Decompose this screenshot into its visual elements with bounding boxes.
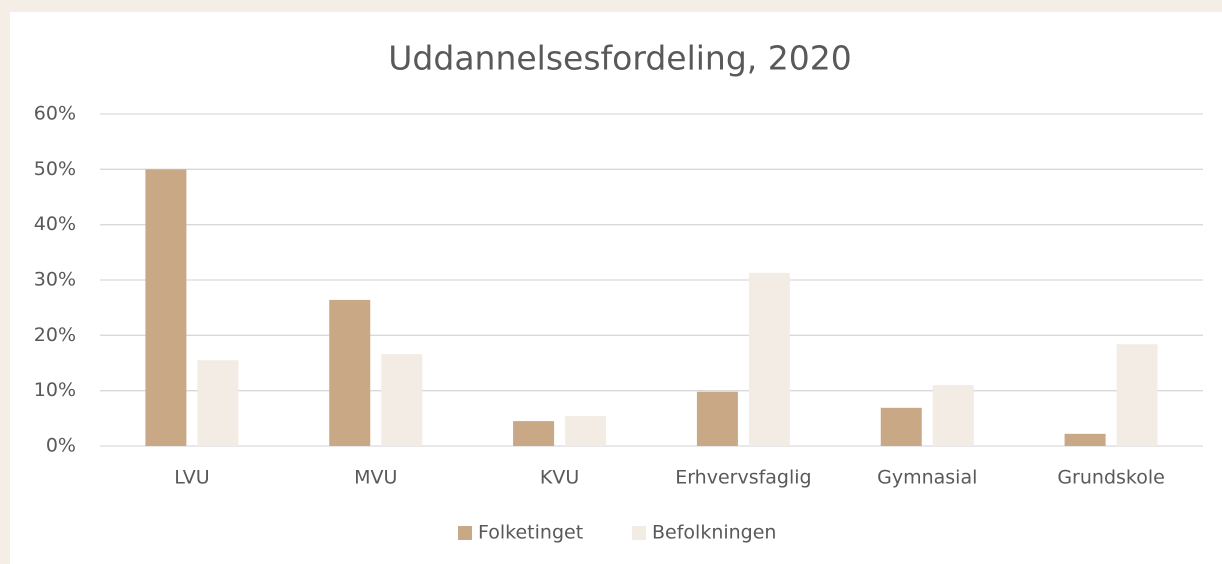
x-tick-label: KVU <box>540 467 579 489</box>
bar <box>1064 433 1106 446</box>
y-tick-label: 30% <box>34 269 76 291</box>
y-tick-label: 60% <box>34 103 76 125</box>
bar <box>880 407 922 446</box>
y-tick-label: 0% <box>46 435 76 457</box>
x-tick-label: MVU <box>354 467 397 489</box>
x-tick-label: Erhvervsfaglig <box>675 467 811 489</box>
x-tick-label: Grundskole <box>1057 467 1165 489</box>
bar <box>1116 344 1158 446</box>
bar <box>696 391 738 446</box>
legend-swatch <box>458 526 472 540</box>
legend-swatch <box>632 526 646 540</box>
y-tick-label: 10% <box>34 379 76 401</box>
legend-label: Befolkningen <box>652 522 776 544</box>
y-tick-label: 50% <box>34 158 76 180</box>
bar <box>145 169 187 447</box>
legend-label: Folketinget <box>478 522 583 544</box>
y-tick-label: 20% <box>34 324 76 346</box>
bar <box>932 385 974 446</box>
bar <box>513 421 555 446</box>
bar <box>748 272 790 446</box>
y-tick-label: 40% <box>34 213 76 235</box>
bar <box>565 416 607 446</box>
x-tick-label: Gymnasial <box>877 467 977 489</box>
bar <box>381 354 423 446</box>
chart-title: Uddannelsesfordeling, 2020 <box>388 39 851 78</box>
bar <box>329 299 371 446</box>
bar <box>197 360 239 446</box>
chart-area <box>10 12 1222 564</box>
x-tick-label: LVU <box>174 467 209 489</box>
